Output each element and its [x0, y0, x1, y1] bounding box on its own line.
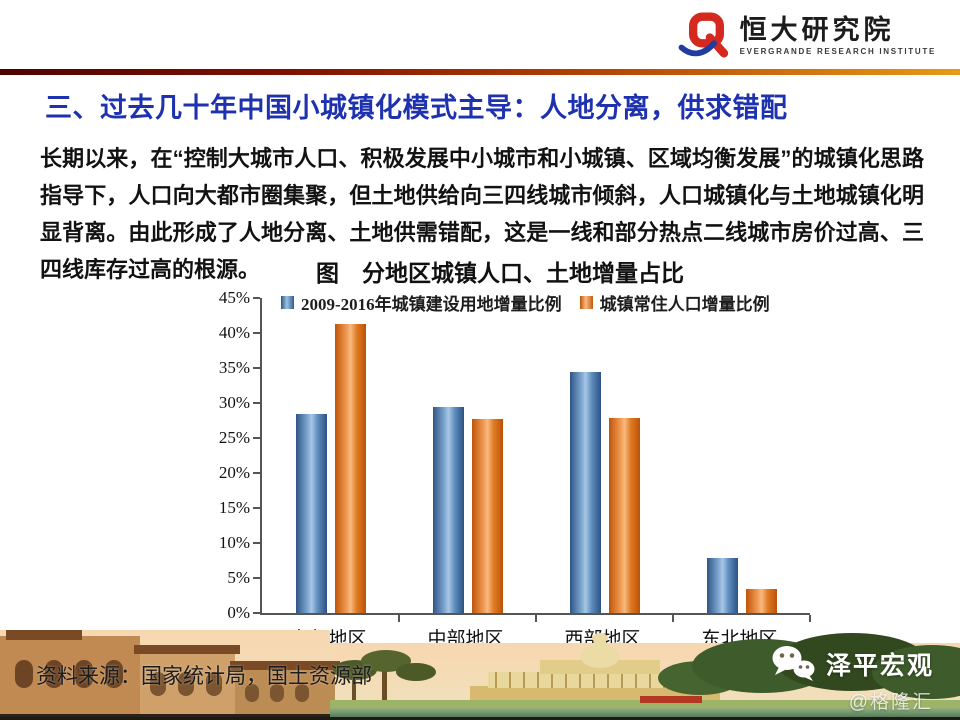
chart: 图 分地区城镇人口、土地增量占比 2009-2016年城镇建设用地增量比例 城镇常… — [195, 252, 825, 652]
logo-text: 恒大研究院 EVERGRANDE RESEARCH INSTITUTE — [740, 15, 936, 56]
x-axis-tick-mark — [809, 615, 811, 622]
y-axis-tick-label: 45% — [218, 288, 250, 307]
source-note: 资料来源：国家统计局，国土资源部 — [36, 664, 372, 688]
wechat-account-name: 泽平宏观 — [825, 651, 934, 680]
legend-swatch-blue — [281, 296, 294, 309]
y-axis-tick-label: 5% — [227, 568, 250, 587]
legend-label: 城镇常住人口增量比例 — [599, 295, 770, 314]
x-axis-tick-mark — [672, 615, 674, 622]
y-axis-tick-label: 35% — [218, 358, 250, 377]
y-axis-tick-mark — [253, 402, 260, 404]
y-axis-tick-mark — [253, 507, 260, 509]
y-axis-tick-mark — [253, 297, 260, 299]
bar-land-increment — [432, 407, 464, 613]
footer-scenery-image — [0, 630, 960, 720]
tree-masses — [658, 633, 960, 699]
bar-land-increment — [706, 558, 738, 613]
y-axis-tick-mark — [253, 332, 260, 334]
header: 恒大研究院 EVERGRANDE RESEARCH INSTITUTE — [0, 0, 960, 69]
y-axis-tick-label: 40% — [218, 323, 250, 342]
y-axis-tick-label: 15% — [218, 498, 250, 517]
y-axis-tick-mark — [253, 472, 260, 474]
y-axis-tick-label: 30% — [218, 393, 250, 412]
chart-legend: 2009-2016年城镇建设用地增量比例 城镇常住人口增量比例 — [281, 290, 770, 315]
y-axis-tick-label: 10% — [218, 533, 250, 552]
wechat-badge: 泽平宏观 — [770, 644, 934, 683]
y-axis-tick-mark — [253, 612, 260, 614]
legend-swatch-orange — [579, 296, 593, 309]
villa-silhouette — [0, 630, 340, 720]
y-axis-tick-mark — [253, 367, 260, 369]
evergrande-logo-icon — [678, 12, 728, 58]
slide-title: 三、过去几十年中国小城镇化模式主导：人地分离，供求错配 — [45, 93, 788, 123]
legend-item: 2009-2016年城镇建设用地增量比例 — [281, 290, 562, 315]
bar-land-increment — [569, 371, 601, 613]
y-axis-tick-mark — [253, 542, 260, 544]
palm-trees — [333, 650, 436, 706]
bar-population-increment — [745, 588, 777, 613]
legend-item: 城镇常住人口增量比例 — [579, 290, 770, 315]
bar-population-increment — [471, 419, 503, 613]
y-axis-tick-mark — [253, 577, 260, 579]
x-axis-tick-mark — [398, 615, 400, 622]
wechat-icon — [772, 646, 815, 681]
bar-population-increment — [334, 323, 366, 613]
footer-photo-strip: 资料来源：国家统计局，国土资源部 泽平宏观 @格隆汇 — [0, 630, 960, 720]
y-axis-tick-label: 0% — [227, 603, 250, 622]
logo-brand-cn: 恒大研究院 — [739, 14, 895, 45]
logo-brand-en: EVERGRANDE RESEARCH INSTITUTE — [739, 46, 936, 56]
y-axis-tick-mark — [253, 437, 260, 439]
bar-population-increment — [608, 418, 640, 613]
chart-title: 图 分地区城镇人口、土地增量占比 — [316, 261, 684, 286]
body-paragraph: 长期以来，在“控制大城市人口、积极发展中小城市和小城镇、区域均衡发展”的城镇化思… — [40, 146, 924, 282]
evergrande-logo: 恒大研究院 EVERGRANDE RESEARCH INSTITUTE — [678, 10, 936, 60]
y-axis-tick-label: 20% — [218, 463, 250, 482]
header-rule — [0, 69, 960, 75]
legend-label: 2009-2016年城镇建设用地增量比例 — [301, 295, 562, 314]
watermark: @格隆汇 — [848, 692, 933, 713]
bar-land-increment — [295, 413, 327, 613]
x-axis-tick-mark — [535, 615, 537, 622]
plot-area: 0% 5% 10% 15% 20% 25% 30% 35% 40% 45% — [219, 288, 811, 622]
y-axis-tick-label: 25% — [218, 428, 250, 447]
